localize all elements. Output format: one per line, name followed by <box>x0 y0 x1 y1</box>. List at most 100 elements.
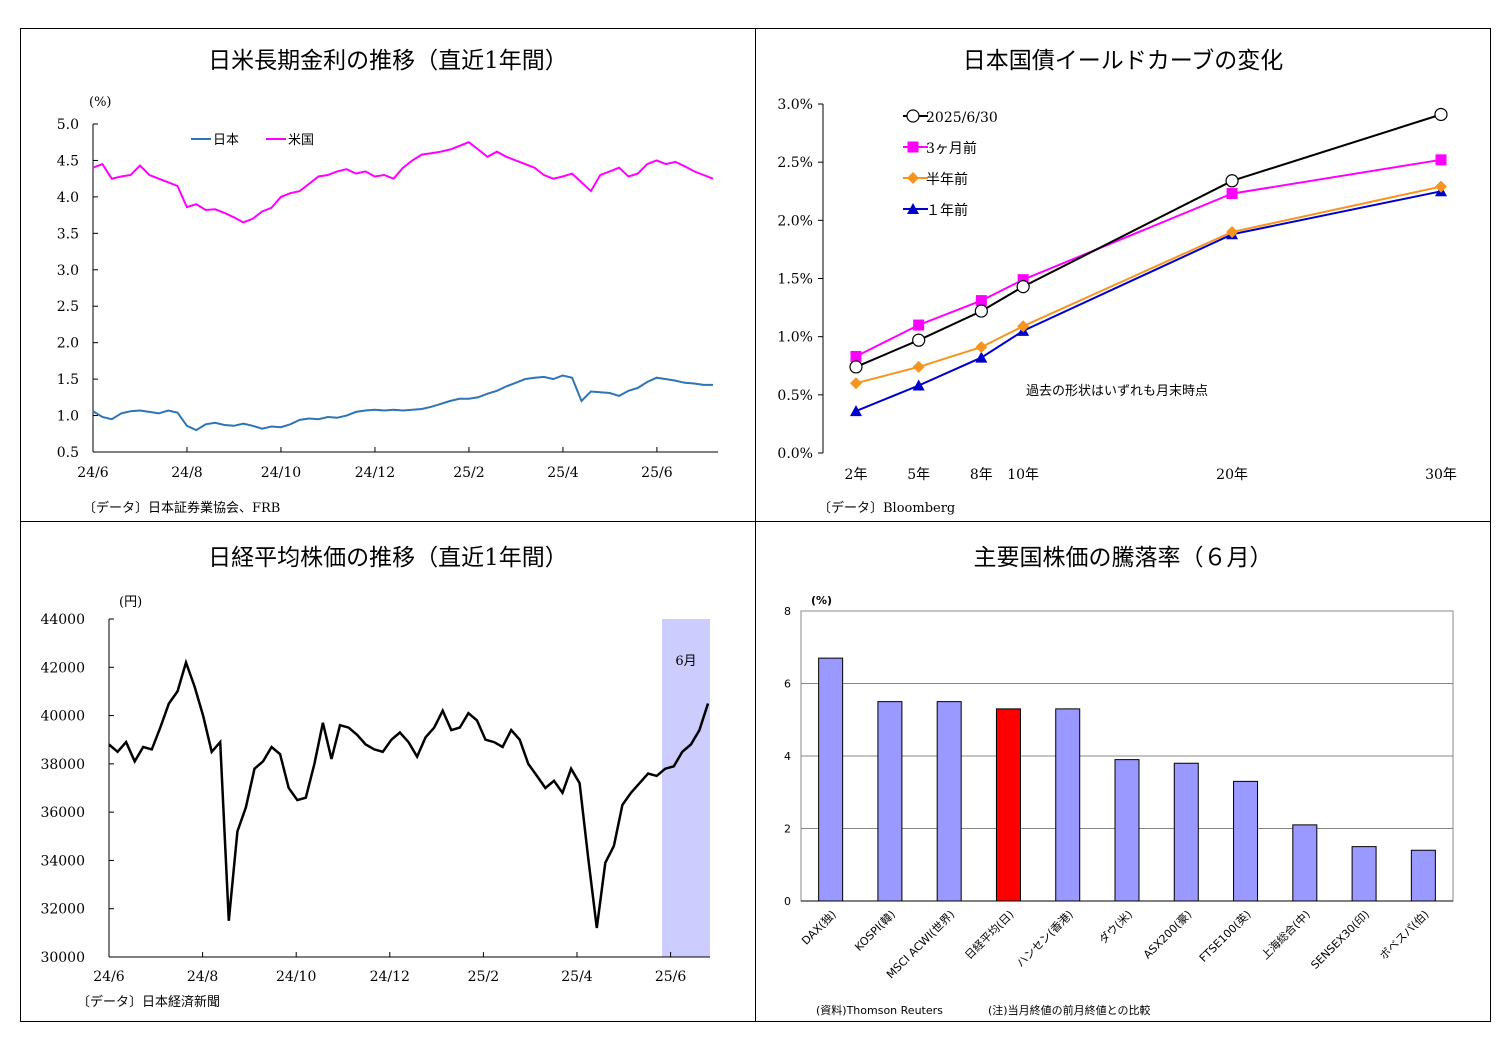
x-tick-label: 20年 <box>1216 467 1248 483</box>
x-tick-label: 24/6 <box>77 465 109 481</box>
legend-label: 3ヶ月前 <box>926 140 977 157</box>
x-category-label: FTSE100(英) <box>1196 907 1254 965</box>
y-unit-label: (%) <box>811 594 832 607</box>
data-point <box>1225 174 1239 188</box>
x-category-label: KOSPI(韓) <box>852 908 898 954</box>
data-point <box>1226 225 1239 238</box>
nikkei-title: 日経平均株価の推移（直近1年間） <box>208 545 568 571</box>
y-tick-label: 0.5 <box>57 445 79 461</box>
y-tick-label: 8 <box>784 605 791 618</box>
x-tick-label: 25/6 <box>641 465 673 481</box>
x-tick-label: 24/8 <box>171 465 202 481</box>
x-tick-label: 5年 <box>907 467 930 483</box>
data-point <box>1434 107 1448 122</box>
y-tick-label: 38000 <box>40 757 85 773</box>
bar-3 <box>995 708 1021 902</box>
data-point <box>912 360 925 373</box>
y-unit-label: (%) <box>89 95 112 110</box>
bar-0 <box>818 657 844 902</box>
data-point <box>849 360 863 374</box>
y-tick-label: 4 <box>784 750 791 763</box>
data-point <box>1435 180 1447 193</box>
y-tick-label: 2 <box>784 823 791 836</box>
x-tick-label: 24/12 <box>355 465 395 481</box>
x-category-label: 上海総合(中) <box>1258 907 1313 962</box>
y-tick-label: 36000 <box>40 805 85 821</box>
y-tick-label: 0.0% <box>777 446 813 462</box>
nikkei-chart: 6月 44000 42000 40000 38000 36000 34000 32000 300… <box>40 595 710 1010</box>
legend-marker <box>907 141 919 153</box>
data-point <box>850 377 862 390</box>
y-tick-label: 2.5 <box>57 299 79 315</box>
legend-label: 米国 <box>288 133 314 148</box>
y-tick-label: 1.5% <box>777 272 813 288</box>
x-tick-label: 30年 <box>1425 467 1457 483</box>
x-tick-label: 10年 <box>1007 467 1039 483</box>
y-tick-label: 2.0% <box>777 213 813 229</box>
x-category-label: ダウ(米) <box>1096 907 1135 946</box>
bar-5 <box>1114 759 1140 902</box>
yield-curve-panel: 日本国債イールドカーブの変化 3.0% 2.5% 2.0% 1.5% 1.0% 0.5% 0… <box>755 28 1491 522</box>
y-tick-label: 34000 <box>40 853 85 869</box>
y-tick-label: 0.5% <box>777 388 813 404</box>
bar-7 <box>1233 780 1259 902</box>
y-unit-label: (円) <box>119 595 142 610</box>
x-category-label: ボベスパ(伯) <box>1376 907 1431 962</box>
bar-10 <box>1410 849 1436 902</box>
data-point <box>850 350 862 362</box>
rates-title: 日米長期金利の推移（直近1年間） <box>208 48 568 74</box>
legend-label: １年前 <box>926 202 968 219</box>
y-tick-label: 30000 <box>40 950 85 966</box>
x-tick-label: 25/2 <box>453 465 484 481</box>
nikkei-panel: 日経平均株価の推移（直近1年間） 6月 44000 42000 40000 38000 3… <box>20 521 756 1022</box>
x-category-label: DAX(独) <box>799 908 839 948</box>
y-tick-label: 0 <box>784 895 791 908</box>
bar-2 <box>936 701 962 902</box>
legend-marker <box>906 109 920 123</box>
series-line-3 <box>855 190 1442 413</box>
legend-label: 半年前 <box>926 171 968 188</box>
source-label: 〔データ〕日本経済新聞 <box>77 994 220 1010</box>
yield-curve-chart: 3.0% 2.5% 2.0% 1.5% 1.0% 0.5% 0.0% 2年 5年 8年 10年 20年… <box>777 97 1457 516</box>
x-tick-label: 24/6 <box>93 969 125 985</box>
world-stocks-title: 主要国株価の騰落率（６月） <box>973 545 1273 571</box>
bar-9 <box>1351 846 1377 902</box>
data-point <box>912 379 925 391</box>
world-stocks-panel: 主要国株価の騰落率（６月） 8 6 4 2 0 (%) DAX(独) KOSPI(韓) MSCI… <box>755 521 1491 1022</box>
rates-panel: 日米長期金利の推移（直近1年間） 5.0 4.5 4.0 3.5 3.0 2.5 2.0 1.… <box>20 28 756 522</box>
x-tick-label: 24/12 <box>370 969 410 985</box>
y-tick-label: 3.5 <box>57 226 79 242</box>
data-point <box>975 351 988 363</box>
x-tick-label: 25/2 <box>468 969 499 985</box>
x-tick-label: 8年 <box>970 467 993 483</box>
x-category-label: ASX200(豪) <box>1140 907 1194 961</box>
y-tick-label: 32000 <box>40 902 85 918</box>
y-tick-label: 4.5 <box>57 153 79 169</box>
x-tick-label: 25/6 <box>655 969 687 985</box>
bar-1 <box>877 701 903 902</box>
bar-8 <box>1292 824 1318 902</box>
data-point <box>975 295 987 307</box>
y-tick-label: 6 <box>784 678 791 691</box>
source-label: 〔データ〕Bloomberg <box>818 500 955 516</box>
y-tick-label: 1.0% <box>777 330 813 346</box>
series-line-0 <box>855 113 1442 368</box>
data-point <box>912 333 926 347</box>
y-tick-label: 42000 <box>40 660 85 676</box>
x-category-label: SENSEX30(印) <box>1308 908 1372 972</box>
curve-note: 過去の形状はいずれも月末時点 <box>1026 384 1208 399</box>
y-tick-label: 4.0 <box>57 190 79 206</box>
y-tick-label: 3.0 <box>57 263 79 279</box>
data-point <box>974 304 988 318</box>
y-tick-label: 44000 <box>40 612 85 628</box>
yield-curve-title: 日本国債イールドカーブの変化 <box>962 48 1284 74</box>
data-point <box>1017 320 1030 333</box>
data-point <box>1017 274 1029 286</box>
data-point <box>850 405 862 417</box>
source-label: 〔データ〕日本証券業協会、FRB <box>83 500 280 516</box>
x-category-label: 日経平均(日) <box>962 908 1016 962</box>
legend-label: 日本 <box>213 133 239 148</box>
y-tick-label: 2.0 <box>57 336 79 352</box>
june-highlight <box>662 619 710 957</box>
bar-6 <box>1173 762 1199 902</box>
